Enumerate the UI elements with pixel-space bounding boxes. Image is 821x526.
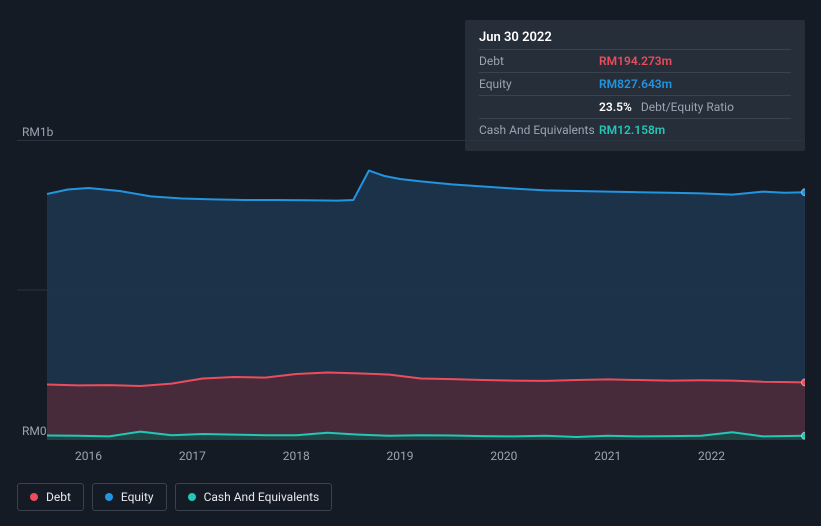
legend-label: Equity — [121, 490, 154, 504]
legend-item-equity[interactable]: Equity — [92, 483, 167, 511]
hover-tooltip: Jun 30 2022 Debt RM194.273m Equity RM827… — [465, 20, 805, 151]
tooltip-ratio-label: Debt/Equity Ratio — [641, 100, 734, 114]
tooltip-value: 23.5% Debt/Equity Ratio — [599, 100, 734, 114]
tooltip-value: RM827.643m — [599, 77, 672, 91]
x-axis-year-label: 2019 — [387, 449, 414, 463]
tooltip-ratio-value: 23.5% — [599, 100, 632, 114]
tooltip-date: Jun 30 2022 — [479, 30, 791, 45]
tooltip-row-cash: Cash And Equivalents RM12.158m — [479, 118, 791, 141]
x-axis-year-label: 2017 — [179, 449, 206, 463]
legend: Debt Equity Cash And Equivalents — [17, 483, 332, 511]
legend-item-cash[interactable]: Cash And Equivalents — [175, 483, 333, 511]
chart-area[interactable] — [17, 140, 805, 440]
legend-swatch — [30, 493, 38, 501]
x-axis-year-label: 2018 — [283, 449, 310, 463]
x-axis-year-label: 2020 — [490, 449, 517, 463]
tooltip-value: RM194.273m — [599, 54, 672, 68]
area-chart-svg — [17, 140, 805, 440]
tooltip-row-ratio: 23.5% Debt/Equity Ratio — [479, 95, 791, 118]
x-axis-year-label: 2016 — [75, 449, 102, 463]
tooltip-label: Debt — [479, 54, 599, 68]
tooltip-value: RM12.158m — [599, 123, 665, 137]
tooltip-label: Cash And Equivalents — [479, 123, 599, 137]
legend-label: Cash And Equivalents — [204, 490, 320, 504]
x-axis-year-label: 2022 — [698, 449, 725, 463]
legend-label: Debt — [46, 490, 71, 504]
tooltip-row-debt: Debt RM194.273m — [479, 49, 791, 72]
legend-item-debt[interactable]: Debt — [17, 483, 84, 511]
tooltip-label: Equity — [479, 77, 599, 91]
legend-swatch — [188, 493, 196, 501]
tooltip-row-equity: Equity RM827.643m — [479, 72, 791, 95]
legend-swatch — [105, 493, 113, 501]
x-axis-labels: 2016 2017 2018 2019 2020 2021 2022 — [17, 449, 805, 465]
x-axis-year-label: 2021 — [594, 449, 621, 463]
y-axis-top-label: RM1b — [22, 125, 53, 139]
